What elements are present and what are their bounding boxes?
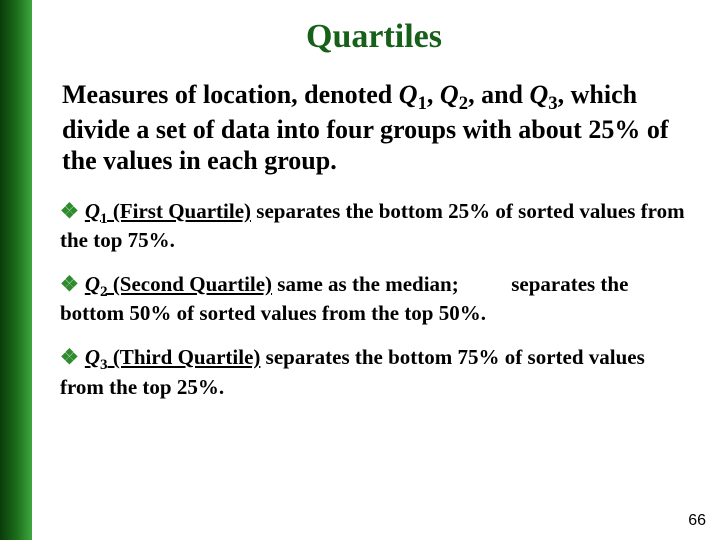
bullet-q2-label-rest: (Second Quartile) xyxy=(108,272,272,296)
bullet-q3: ❖Q3 (Third Quartile) separates the botto… xyxy=(56,345,692,400)
definition-q3-sym: Q xyxy=(529,80,548,109)
bullet-q3-label-rest: (Third Quartile) xyxy=(108,345,261,369)
bullet-q1-label: Q1 (First Quartile) xyxy=(85,199,251,223)
definition-pre: Measures of location, denoted xyxy=(62,80,399,109)
bullet-q3-label: Q3 (Third Quartile) xyxy=(85,345,261,369)
page-number: 66 xyxy=(688,512,706,530)
bullet-q2-sym: Q xyxy=(85,272,100,296)
definition-q1-sym: Q xyxy=(399,80,418,109)
bullet-q2-gap xyxy=(459,272,512,296)
bullet-q1-label-rest: (First Quartile) xyxy=(108,199,251,223)
bullet-q3-sym: Q xyxy=(85,345,100,369)
definition-q2-sym: Q xyxy=(440,80,459,109)
bullet-q2-tail-a: same as the median; xyxy=(272,272,459,296)
diamond-bullet-icon: ❖ xyxy=(60,345,79,369)
definition-paragraph: Measures of location, denoted Q1, Q2, an… xyxy=(56,80,692,177)
diamond-bullet-icon: ❖ xyxy=(60,272,79,296)
definition-sep2: , and xyxy=(468,80,529,109)
sidebar-accent xyxy=(0,0,32,540)
diamond-bullet-icon: ❖ xyxy=(60,199,79,223)
bullet-q2-sub: 2 xyxy=(100,284,108,300)
slide-content: Quartiles Measures of location, denoted … xyxy=(32,0,720,540)
definition-sep1: , xyxy=(427,80,440,109)
bullet-q1-sym: Q xyxy=(85,199,100,223)
slide-title: Quartiles xyxy=(56,18,692,56)
bullet-q1: ❖Q1 (First Quartile) separates the botto… xyxy=(56,199,692,254)
bullet-q2-label: Q2 (Second Quartile) xyxy=(85,272,272,296)
definition-q2-sub: 2 xyxy=(459,93,468,114)
definition-q3-sub: 3 xyxy=(548,93,557,114)
bullet-q3-sub: 3 xyxy=(100,357,108,373)
bullet-q1-sub: 1 xyxy=(100,211,108,227)
bullet-q2: ❖Q2 (Second Quartile) same as the median… xyxy=(56,272,692,327)
definition-q1-sub: 1 xyxy=(418,93,427,114)
